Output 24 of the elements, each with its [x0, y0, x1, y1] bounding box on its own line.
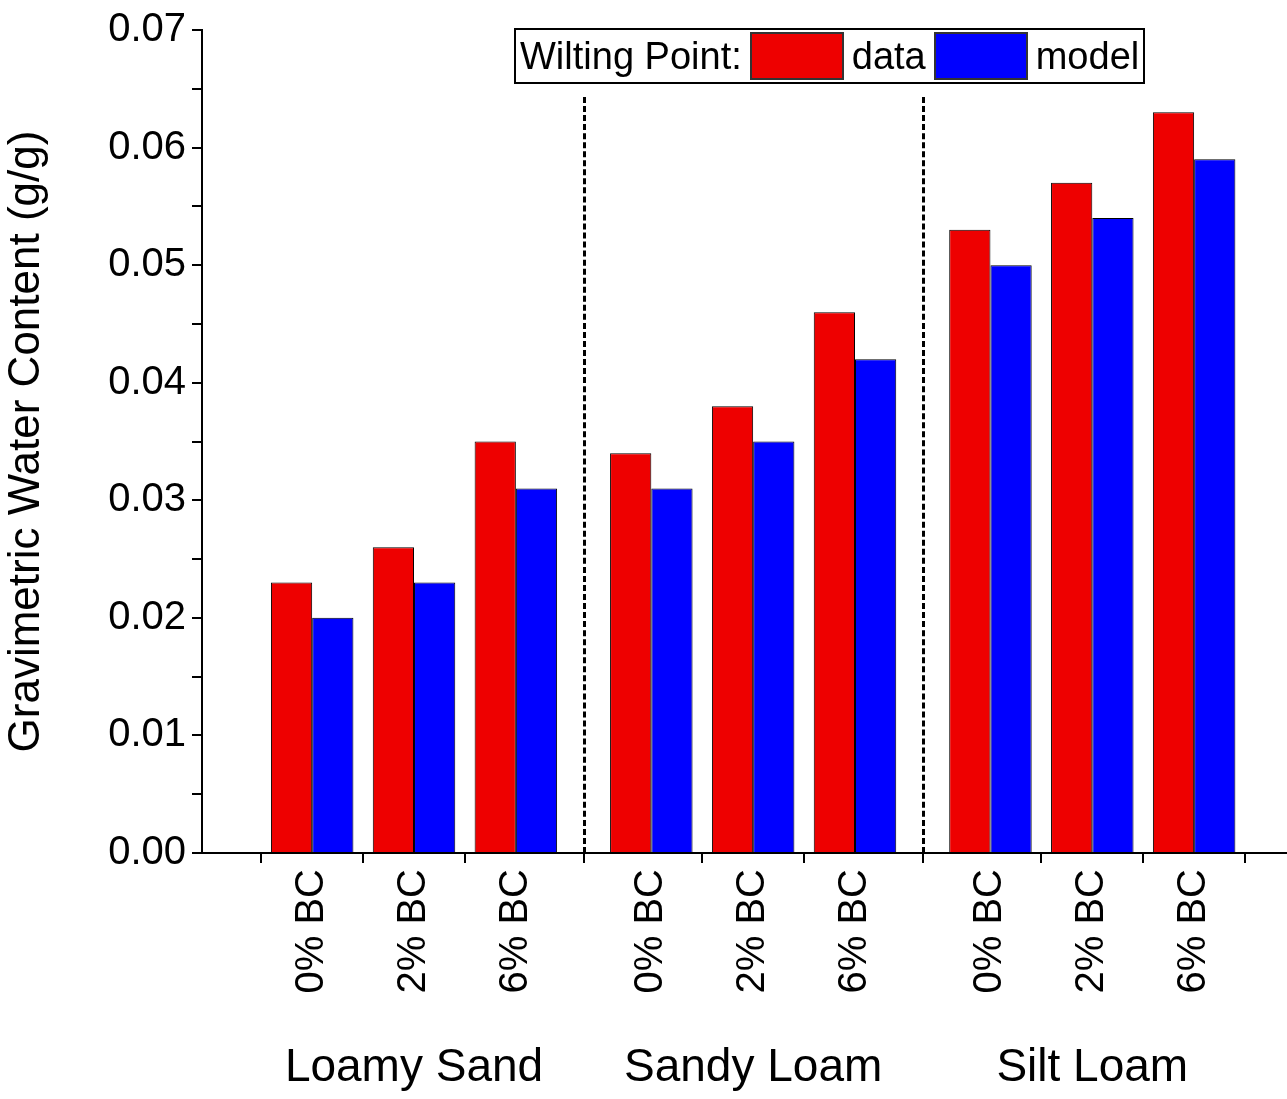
x-tick-label: 2% BC [1067, 869, 1112, 994]
y-tick-label: 0.07 [108, 5, 186, 50]
y-tick-label: 0.06 [108, 122, 186, 167]
x-tick-label: 2% BC [728, 869, 773, 994]
x-tick-label: 6% BC [490, 869, 535, 994]
x-tick-label: 0% BC [965, 869, 1010, 994]
y-tick-label: 0.04 [108, 357, 186, 402]
text: Sandy Loam [624, 1038, 883, 1092]
y-tick-label: 0.00 [108, 828, 186, 873]
legend-label: data [851, 34, 926, 78]
x-tick-label: 2% BC [389, 869, 434, 994]
x-tick-label: 0% BC [287, 869, 332, 994]
y-tick-label: 0.03 [108, 475, 186, 520]
y-axis-title: Gravimetric Water Content (g/g) [0, 130, 48, 753]
x-tick-label: 6% BC [1169, 869, 1214, 994]
x-tick-label: 6% BC [830, 869, 875, 994]
y-tick-label: 0.02 [108, 592, 186, 637]
y-tick-label: 0.05 [108, 240, 186, 285]
legend-title: Wilting Point: [520, 34, 742, 78]
text: Loamy Sand [284, 1038, 544, 1092]
y-tick-label: 0.01 [108, 710, 186, 755]
text: Silt Loam [996, 1038, 1189, 1092]
x-tick-label: 0% BC [626, 869, 671, 994]
legend-label: model [1035, 34, 1140, 78]
